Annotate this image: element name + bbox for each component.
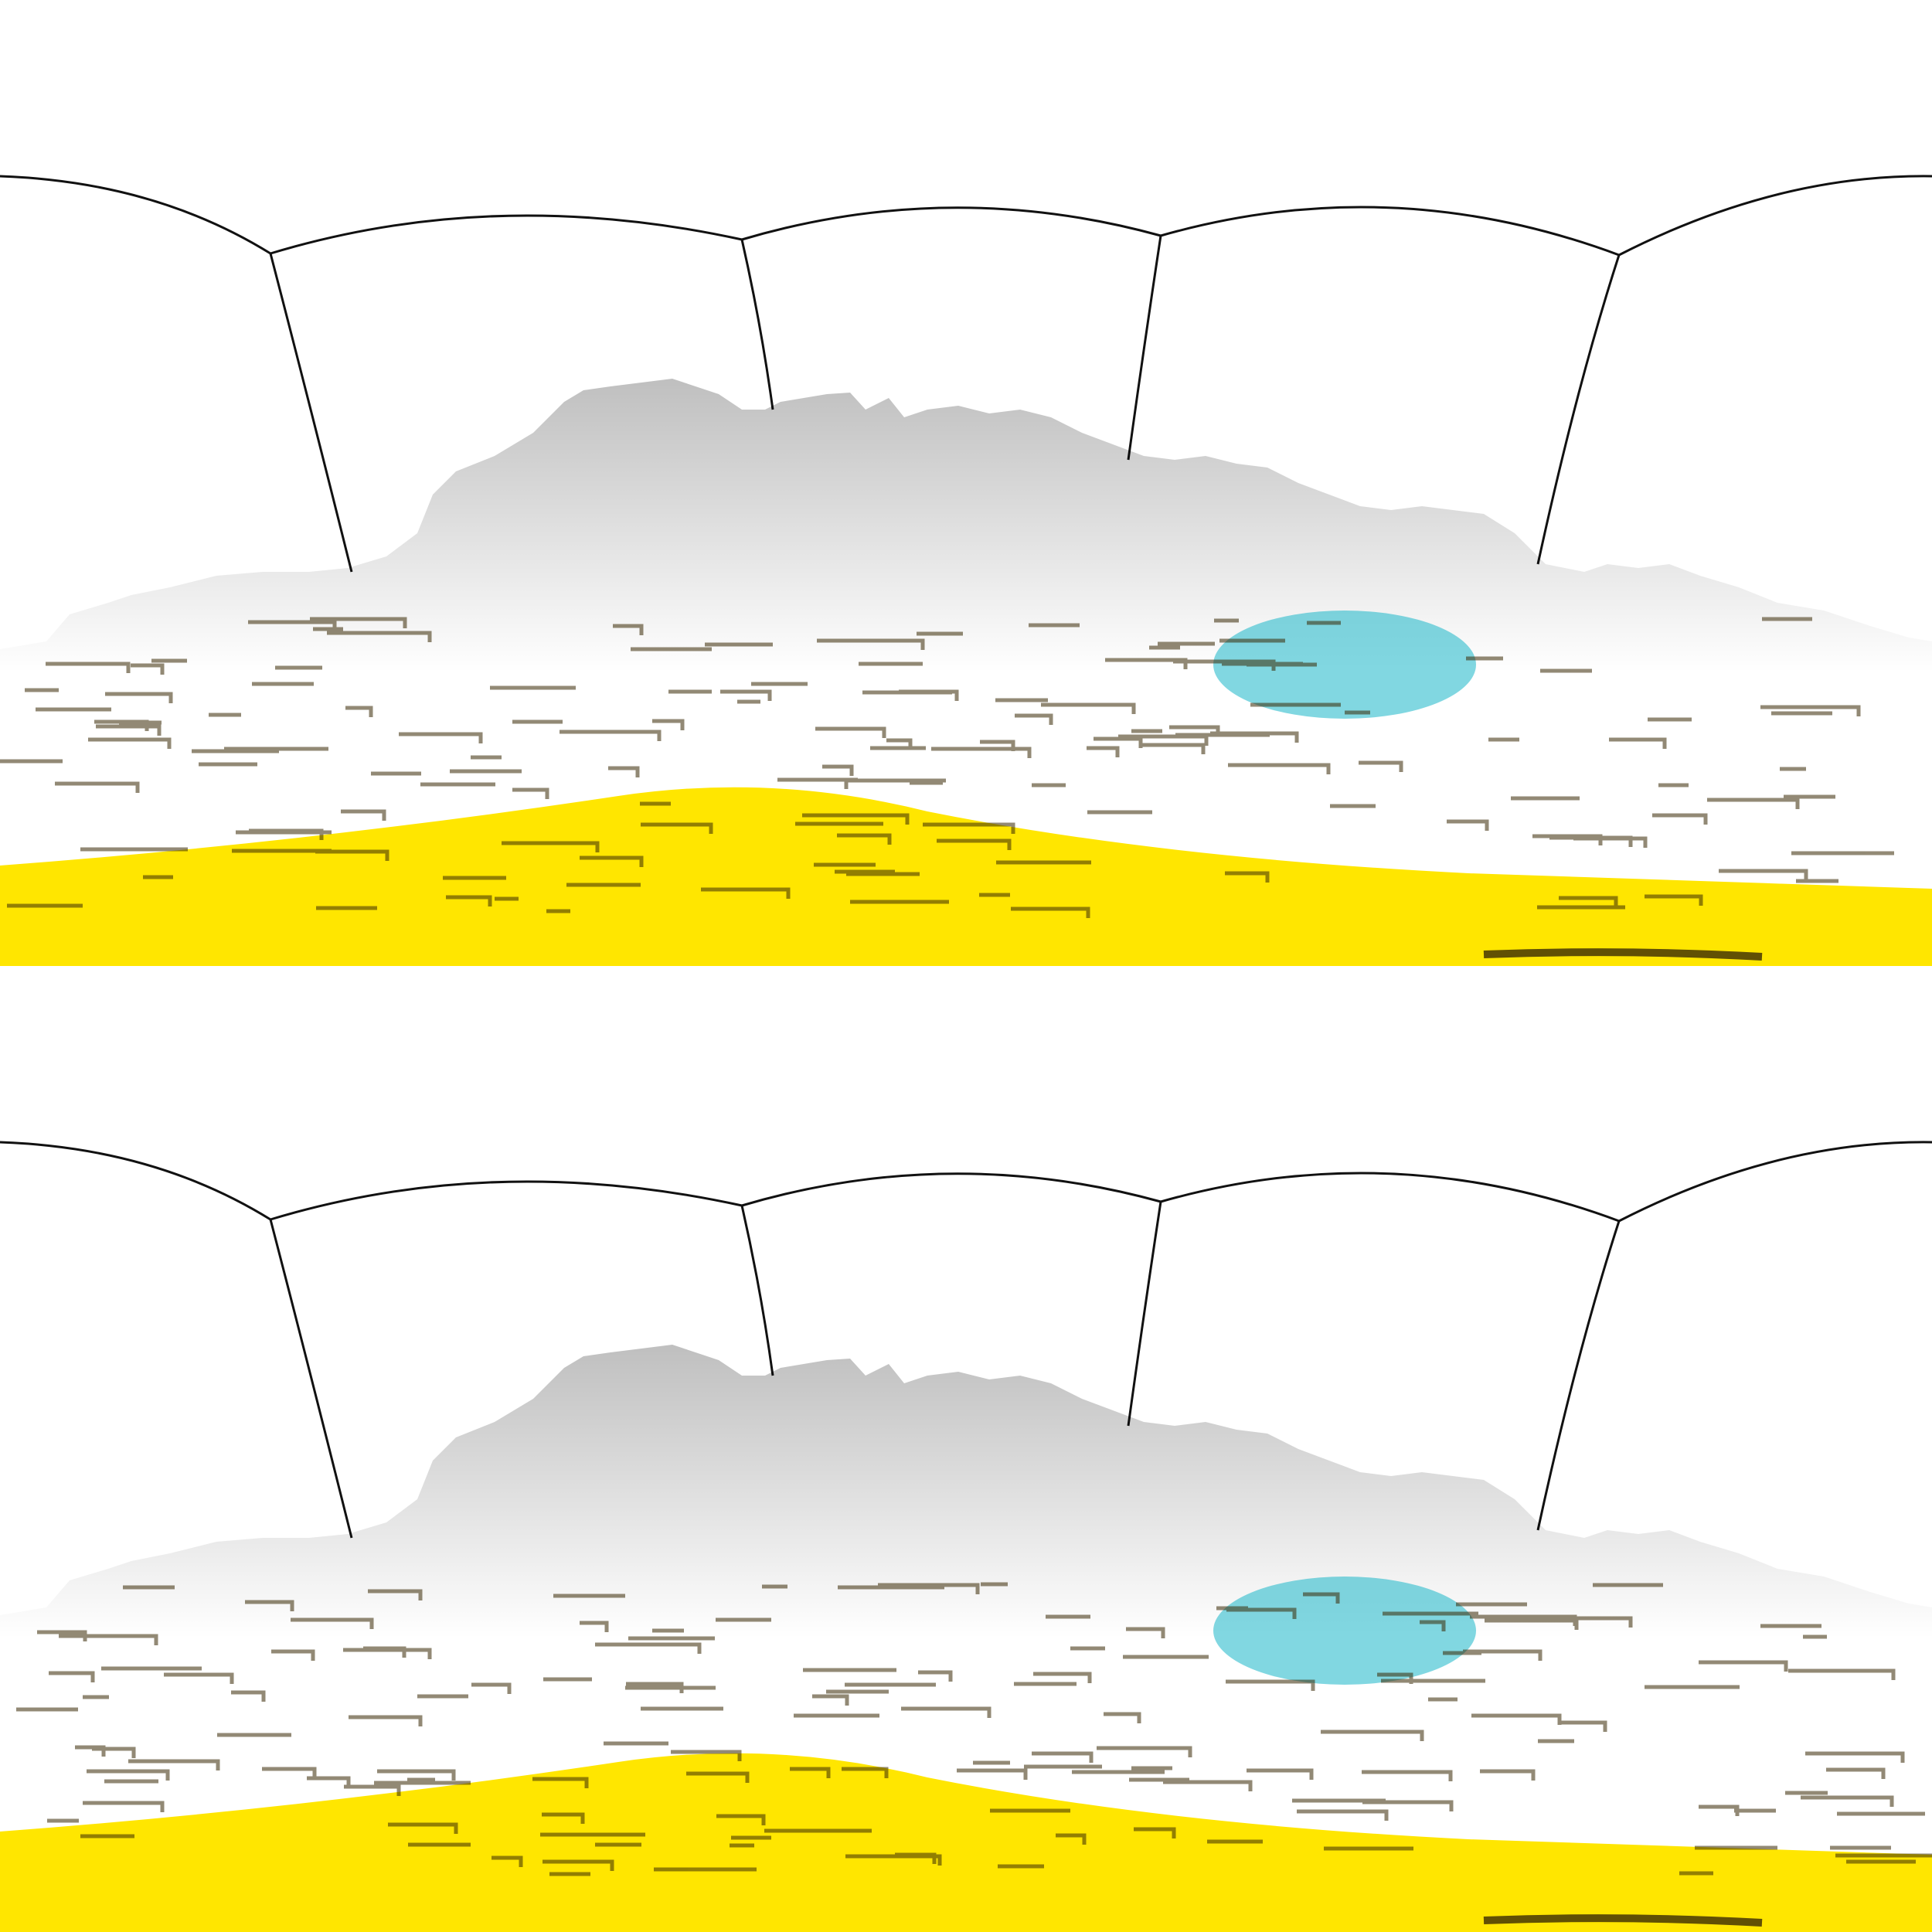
terrace-shadows — [16, 1582, 1932, 1876]
panorama-panel-bottom — [0, 966, 1932, 1932]
terrace-shadows — [0, 617, 1894, 918]
terrain-render-bottom — [0, 1141, 1932, 1932]
panorama-panel-top — [0, 175, 1932, 966]
sky-grid-lines — [0, 1141, 1932, 1539]
basin-area — [1213, 1577, 1476, 1685]
terrain-render-top — [0, 175, 1932, 966]
basin-area — [1213, 611, 1476, 719]
sky-grid-lines — [0, 175, 1932, 573]
